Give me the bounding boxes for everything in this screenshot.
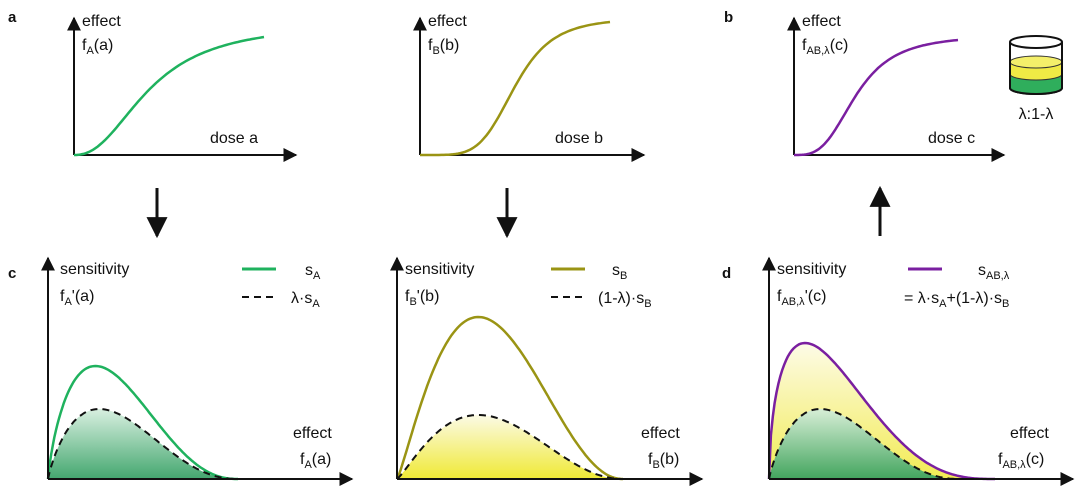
panel-b-combination: effect fAB,λ(c) dose c λ:1-λ: [787, 13, 1063, 162]
dose-response-curve-b: [420, 20, 611, 157]
panel-letter-a: a: [8, 9, 17, 26]
x-axis-label: dose b: [555, 130, 603, 147]
legend-solid-label: sA: [305, 262, 321, 282]
curve-lambda-sA: [47, 408, 238, 480]
legend-dashed-label: λ·sA: [291, 290, 320, 310]
x-axis-title: effect: [641, 425, 680, 442]
x-axis-function: fB(b): [648, 451, 679, 471]
legend: sB (1-λ)·sB: [551, 262, 652, 310]
legend-equation: = λ·sA+(1-λ)·sB: [904, 290, 1009, 310]
legend-dashed-label: (1-λ)·sB: [598, 290, 652, 310]
area-lambda-sA: [48, 409, 238, 479]
x-axis-label: dose c: [928, 130, 975, 147]
y-axis-function: fB'(b): [405, 288, 439, 308]
legend: sA λ·sA: [242, 262, 321, 310]
mixture-beaker-icon: [1009, 35, 1063, 95]
y-axis-title: sensitivity: [405, 261, 474, 278]
y-axis-function: fAB,λ'(c): [777, 288, 826, 308]
mixture-ratio-label: λ:1-λ: [1019, 106, 1054, 123]
x-axis-label: dose a: [210, 130, 258, 147]
legend-solid-label: sAB,λ: [978, 262, 1010, 282]
y-axis-function: fAB,λ(c): [802, 37, 848, 57]
legend-solid-label: sB: [612, 262, 627, 282]
panel-d-combination: sensitivity fAB,λ'(c) effect fAB,λ(c) sA…: [762, 256, 1075, 486]
y-axis-function: fA(a): [82, 37, 113, 57]
area-lambda-sA: [769, 409, 959, 479]
y-axis-title: effect: [82, 13, 121, 30]
y-axis-function: fB(b): [428, 37, 459, 57]
curve-sA: [46, 364, 238, 481]
x-axis-function: fA(a): [300, 451, 331, 471]
panel-letter-c: c: [8, 265, 16, 282]
panel-c-drug-a: sensitivity fA'(a) effect fA(a) sA λ·sA: [41, 256, 354, 486]
curve-lambda-sA: [768, 408, 959, 480]
curve-sAB: [767, 341, 995, 481]
area-scaled-sB: [397, 415, 623, 479]
y-axis-title: sensitivity: [777, 261, 846, 278]
y-axis-function: fA'(a): [60, 288, 94, 308]
x-axis-title: effect: [293, 425, 332, 442]
y-axis-title: effect: [428, 13, 467, 30]
panel-a-drug-a: effect fA(a) dose a: [67, 13, 298, 162]
dose-response-curve-a: [74, 35, 265, 157]
panel-c-drug-b: sensitivity fB'(b) effect fB(b) sB (1-λ)…: [390, 256, 704, 486]
dose-response-curve-combo: [794, 38, 959, 157]
x-axis-function: fAB,λ(c): [998, 451, 1044, 471]
curve-scaled-sB: [396, 414, 623, 480]
y-axis-title: sensitivity: [60, 261, 129, 278]
panel-a-drug-b: effect fB(b) dose b: [413, 13, 646, 162]
y-axis-title: effect: [802, 13, 841, 30]
curve-sB: [395, 315, 623, 481]
panel-letter-b: b: [724, 9, 733, 26]
panel-letter-d: d: [722, 265, 731, 282]
legend: sAB,λ = λ·sA+(1-λ)·sB: [904, 262, 1010, 310]
x-axis-title: effect: [1010, 425, 1049, 442]
